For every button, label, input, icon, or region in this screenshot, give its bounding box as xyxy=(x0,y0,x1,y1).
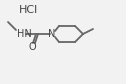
Text: N: N xyxy=(48,29,56,39)
Text: HCl: HCl xyxy=(18,5,38,15)
Text: O: O xyxy=(28,42,36,52)
Text: HN: HN xyxy=(17,29,32,39)
